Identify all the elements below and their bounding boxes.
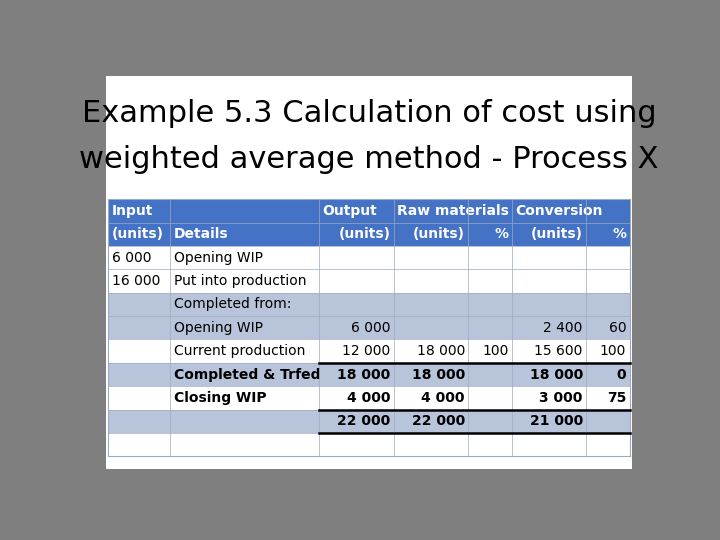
Text: Input: Input — [112, 204, 153, 218]
FancyBboxPatch shape — [109, 269, 629, 293]
Text: 12 000: 12 000 — [342, 344, 390, 358]
Text: 0: 0 — [616, 368, 626, 382]
Text: Completed & Trfed: Completed & Trfed — [174, 368, 320, 382]
FancyBboxPatch shape — [109, 316, 629, 340]
Text: Raw materials: Raw materials — [397, 204, 509, 218]
Text: 6 000: 6 000 — [112, 251, 151, 265]
Text: 100: 100 — [600, 344, 626, 358]
Text: Closing WIP: Closing WIP — [174, 391, 266, 405]
Text: 18 000: 18 000 — [412, 368, 465, 382]
Text: (units): (units) — [413, 227, 465, 241]
FancyBboxPatch shape — [106, 77, 632, 469]
FancyBboxPatch shape — [109, 199, 629, 222]
Text: 100: 100 — [482, 344, 508, 358]
Text: weighted average method - Process X: weighted average method - Process X — [79, 145, 659, 174]
Text: 22 000: 22 000 — [412, 414, 465, 428]
Text: %: % — [495, 227, 508, 241]
FancyBboxPatch shape — [109, 433, 629, 456]
Text: Completed from:: Completed from: — [174, 298, 291, 312]
Text: 6 000: 6 000 — [351, 321, 390, 335]
Text: Details: Details — [174, 227, 228, 241]
FancyBboxPatch shape — [109, 340, 629, 363]
Text: 75: 75 — [607, 391, 626, 405]
Text: 21 000: 21 000 — [529, 414, 582, 428]
FancyBboxPatch shape — [109, 246, 629, 269]
FancyBboxPatch shape — [109, 386, 629, 410]
Text: 4 000: 4 000 — [347, 391, 390, 405]
FancyBboxPatch shape — [109, 222, 629, 246]
Text: Opening WIP: Opening WIP — [174, 251, 263, 265]
Text: 18 000: 18 000 — [337, 368, 390, 382]
Text: Opening WIP: Opening WIP — [174, 321, 263, 335]
Text: (units): (units) — [338, 227, 390, 241]
Text: 15 600: 15 600 — [534, 344, 582, 358]
Text: Conversion: Conversion — [515, 204, 603, 218]
Text: 3 000: 3 000 — [539, 391, 582, 405]
Text: Output: Output — [323, 204, 377, 218]
Text: Put into production: Put into production — [174, 274, 306, 288]
Text: Current production: Current production — [174, 344, 305, 358]
Text: 18 000: 18 000 — [529, 368, 582, 382]
FancyBboxPatch shape — [109, 363, 629, 386]
Text: 16 000: 16 000 — [112, 274, 160, 288]
Text: 4 000: 4 000 — [421, 391, 465, 405]
FancyBboxPatch shape — [109, 410, 629, 433]
Text: %: % — [612, 227, 626, 241]
Text: (units): (units) — [531, 227, 582, 241]
Text: 60: 60 — [608, 321, 626, 335]
Text: 18 000: 18 000 — [417, 344, 465, 358]
Text: Example 5.3 Calculation of cost using: Example 5.3 Calculation of cost using — [81, 99, 657, 129]
Text: 22 000: 22 000 — [337, 414, 390, 428]
Text: (units): (units) — [112, 227, 163, 241]
FancyBboxPatch shape — [109, 293, 629, 316]
Text: 2 400: 2 400 — [544, 321, 582, 335]
